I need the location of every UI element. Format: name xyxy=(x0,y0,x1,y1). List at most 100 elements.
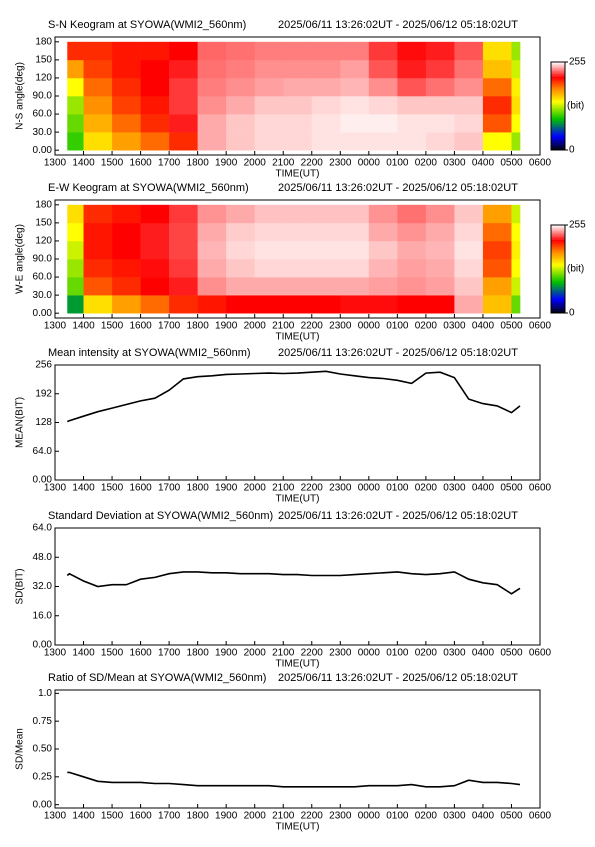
heatmap-cell xyxy=(311,259,341,278)
heatmap-cell xyxy=(482,41,512,61)
colorbar-step xyxy=(551,264,565,267)
x-axis-label: TIME(UT) xyxy=(276,494,320,505)
x-tick-label: 2300 xyxy=(329,811,352,822)
heatmap-cell xyxy=(254,114,284,133)
colorbar-step xyxy=(551,227,565,230)
x-tick-label: 1600 xyxy=(129,811,152,822)
colorbar-step xyxy=(551,310,565,312)
colorbar-step xyxy=(551,298,565,301)
x-tick-label: 0500 xyxy=(500,648,523,659)
heatmap-cell xyxy=(67,222,84,242)
chart-subtitle: 2025/06/11 13:26:02UT - 2025/06/12 05:18… xyxy=(278,19,518,31)
heatmap-cell xyxy=(83,41,113,61)
colorbar-step xyxy=(551,249,565,252)
heatmap-cell xyxy=(482,259,512,278)
heatmap-cell xyxy=(169,77,198,97)
heatmap-cell xyxy=(511,114,521,133)
heatmap-cell xyxy=(340,96,370,115)
x-tick-label: 0100 xyxy=(386,811,409,822)
heatmap-cell xyxy=(454,204,484,224)
y-tick-label: 0.00 xyxy=(33,799,53,810)
colorbar-step xyxy=(551,311,565,314)
colorbar-step xyxy=(551,286,565,289)
x-tick-label: 2100 xyxy=(272,158,295,169)
colorbar-step xyxy=(551,283,565,286)
heatmap-cell xyxy=(340,240,370,260)
y-tick-label: 60.0 xyxy=(33,272,53,283)
heatmap-cell xyxy=(254,204,284,224)
x-tick-label: 0300 xyxy=(443,158,466,169)
colorbar-step xyxy=(551,130,565,133)
heatmap-cell xyxy=(454,240,484,260)
colorbar-step xyxy=(551,73,565,76)
heatmap-cell xyxy=(511,96,521,115)
colorbar-step xyxy=(551,110,565,113)
heatmap-cell xyxy=(425,259,455,278)
colorbar-step xyxy=(551,236,565,239)
data-line xyxy=(67,771,521,788)
heatmap-cell xyxy=(511,77,521,97)
chart-subtitle: 2025/06/11 13:26:02UT - 2025/06/12 05:18… xyxy=(278,182,518,194)
colorbar-step xyxy=(551,148,565,151)
heatmap-cell xyxy=(226,96,256,115)
colorbar-step xyxy=(551,273,565,276)
colorbar-step xyxy=(551,255,565,258)
colorbar-step xyxy=(551,263,565,265)
heatmap-cell xyxy=(340,59,370,79)
colorbar-step xyxy=(551,144,565,146)
chart-title: E-W Keogram at SYOWA(WMI2_560nm) xyxy=(48,182,249,194)
colorbar-step xyxy=(551,81,565,83)
x-axis-label: TIME(UT) xyxy=(276,332,320,343)
heatmap-cell xyxy=(425,132,455,151)
x-tick-label: 1700 xyxy=(158,648,181,659)
heatmap-cell xyxy=(340,259,370,278)
heatmap-cell xyxy=(283,41,313,61)
colorbar-frame xyxy=(550,224,566,314)
heatmap-cell xyxy=(83,114,113,133)
heatmap-cell xyxy=(83,240,113,260)
colorbar-step xyxy=(551,261,565,264)
heatmap-cell xyxy=(226,59,256,79)
x-tick-label: 1800 xyxy=(187,483,210,494)
colorbar-step xyxy=(551,92,565,95)
heatmap-cell xyxy=(83,295,113,314)
x-axis-label: TIME(UT) xyxy=(276,822,320,833)
data-line xyxy=(66,370,521,423)
y-tick-label: 48.0 xyxy=(33,552,53,563)
x-tick-label: 2200 xyxy=(301,648,324,659)
heatmap-cell xyxy=(197,96,227,115)
x-tick-label: 1900 xyxy=(215,811,238,822)
colorbar-step xyxy=(551,252,565,255)
heatmap-cell xyxy=(112,222,141,242)
chart-title: Mean intensity at SYOWA(WMI2_560nm) xyxy=(48,347,251,359)
heatmap-cell xyxy=(112,240,141,260)
heatmap-cell xyxy=(340,204,370,224)
heatmap-cell xyxy=(140,59,170,79)
heatmap-cell xyxy=(311,77,341,97)
x-tick-label: 0500 xyxy=(500,158,523,169)
colorbar-step xyxy=(551,232,565,235)
colorbar-step xyxy=(551,141,565,143)
colorbar-step xyxy=(551,274,565,277)
heatmap-cell xyxy=(283,222,313,242)
colorbar-step xyxy=(551,276,565,279)
heatmap-cell xyxy=(197,240,227,260)
colorbar-step xyxy=(551,108,565,111)
heatmap-cell xyxy=(368,114,398,133)
x-tick-label: 2000 xyxy=(244,321,267,332)
x-tick-label: 1400 xyxy=(72,648,95,659)
heatmap-cell xyxy=(83,277,113,296)
colorbar-step xyxy=(551,129,565,132)
colorbar-step xyxy=(551,295,565,298)
data-line xyxy=(66,571,521,595)
heatmap-cell xyxy=(454,277,484,296)
heatmap-cell xyxy=(83,132,113,151)
x-tick-label: 1900 xyxy=(215,483,238,494)
colorbar-step xyxy=(551,230,565,233)
heatmap-cell xyxy=(397,132,427,151)
colorbar-step xyxy=(551,66,565,69)
colorbar-step xyxy=(551,267,565,270)
colorbar-frame xyxy=(550,61,566,151)
heatmap-cell xyxy=(140,240,170,260)
